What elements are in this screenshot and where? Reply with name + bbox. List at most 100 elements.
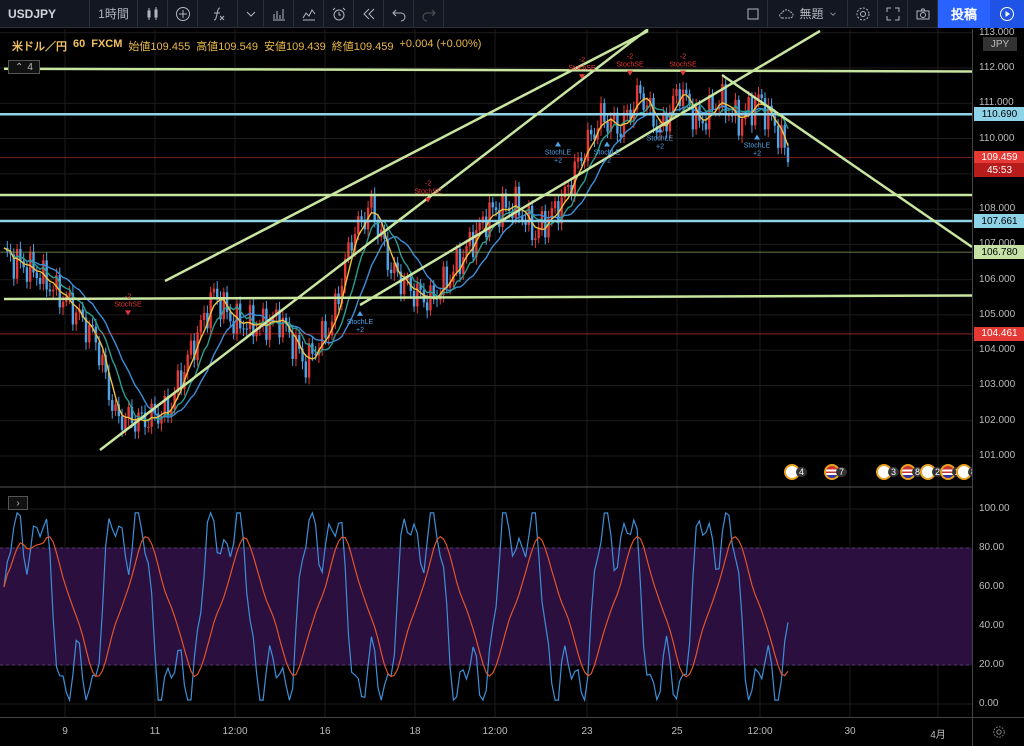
replay-button[interactable] bbox=[354, 0, 384, 28]
candle bbox=[212, 288, 216, 293]
candle bbox=[88, 324, 91, 343]
stoch-se-arrow bbox=[680, 70, 686, 76]
osc-tick: 20.00 bbox=[979, 659, 1005, 670]
chart-canvas[interactable]: StochSE-2StochSE-2StochSE-2StochSE-2Stoc… bbox=[0, 29, 972, 717]
price-tick: 113.000 bbox=[979, 26, 1015, 38]
candle bbox=[609, 119, 613, 132]
play-button[interactable] bbox=[990, 0, 1024, 28]
candle bbox=[448, 282, 452, 288]
undo-button[interactable] bbox=[384, 0, 414, 28]
stoch-se-size: -2 bbox=[680, 54, 686, 61]
candle bbox=[626, 109, 629, 113]
layout-menu-button[interactable]: 無題 bbox=[768, 0, 848, 28]
candle bbox=[478, 223, 481, 231]
currency-tag[interactable]: JPY bbox=[983, 37, 1017, 51]
indicators-button[interactable] bbox=[198, 0, 238, 28]
axis-settings-button[interactable] bbox=[972, 717, 1024, 746]
candle bbox=[209, 292, 212, 329]
stoch-le-arrow bbox=[754, 134, 760, 140]
indicators-collapse-button[interactable]: ⌃ 4 bbox=[8, 60, 40, 74]
layout-name-label: 無題 bbox=[799, 7, 824, 21]
stoch-le-size: +2 bbox=[356, 327, 364, 334]
economic-event-marker[interactable]: 2 bbox=[920, 463, 944, 481]
time-tick: 18 bbox=[409, 726, 421, 737]
plus-circle-icon bbox=[175, 6, 190, 21]
stoch-se-size: -2 bbox=[579, 57, 585, 64]
interval-button[interactable]: 1時間 bbox=[90, 0, 138, 28]
gear-icon bbox=[856, 7, 869, 20]
candle bbox=[55, 275, 58, 290]
templates-button[interactable] bbox=[294, 0, 324, 28]
candle bbox=[616, 112, 619, 134]
candle bbox=[580, 157, 583, 161]
economic-event-marker[interactable]: 3 bbox=[876, 463, 900, 481]
price-label: 45:53 bbox=[974, 163, 1024, 178]
candle bbox=[216, 288, 219, 299]
candle bbox=[324, 321, 327, 338]
candle bbox=[320, 321, 324, 350]
price-label: 110.690 bbox=[974, 107, 1024, 122]
event-count: 4 bbox=[796, 467, 808, 477]
time-axis[interactable]: 9 11 12:00 16 18 12:00 23 25 12:00 30 4月 bbox=[0, 717, 972, 746]
time-tick: 23 bbox=[581, 726, 593, 737]
candle bbox=[639, 85, 642, 94]
alarm-icon bbox=[332, 7, 345, 20]
economic-event-marker[interactable]: 7 bbox=[824, 463, 848, 481]
play-icon bbox=[1000, 6, 1014, 21]
stoch-se-label: StochSE bbox=[114, 301, 142, 308]
symbol-search-button[interactable]: USDJPY bbox=[0, 0, 90, 28]
candle bbox=[255, 328, 258, 337]
stoch-le-label: StochLE bbox=[347, 319, 374, 326]
fullscreen-toggle[interactable] bbox=[738, 0, 768, 28]
support-line-105 bbox=[3, 294, 972, 301]
time-tick: 30 bbox=[844, 726, 856, 737]
candle bbox=[101, 354, 104, 366]
financials-button[interactable] bbox=[264, 0, 294, 28]
chart-pane[interactable]: StochSE -2 StochSE -2 StochSE -2 StochSE -2 Stoc… bbox=[0, 29, 972, 717]
price-tick: 108.000 bbox=[979, 203, 1016, 215]
candle bbox=[140, 412, 143, 414]
candle bbox=[731, 115, 734, 117]
legend-symbol: 米ドル／円 bbox=[12, 41, 67, 53]
candle bbox=[560, 197, 563, 224]
economic-event-marker[interactable]: 8 bbox=[900, 463, 924, 481]
price-axis[interactable]: JPY 113.000 112.000 111.000 110.000 108.000 1… bbox=[972, 26, 1024, 717]
candle bbox=[245, 328, 248, 330]
candle bbox=[373, 194, 376, 222]
stoch-se-label: StochSE bbox=[616, 62, 644, 69]
oscillator-expand-button[interactable]: › bbox=[8, 496, 28, 510]
chevron-down-icon bbox=[829, 12, 836, 16]
ma-mid-line bbox=[3, 102, 789, 422]
price-tick: 106.000 bbox=[979, 273, 1016, 285]
publish-button[interactable]: 投稿 bbox=[938, 0, 990, 28]
price-tick: 105.000 bbox=[979, 308, 1016, 320]
candle bbox=[455, 248, 458, 272]
candle bbox=[97, 342, 101, 366]
price-tick: 103.000 bbox=[979, 379, 1016, 391]
indicators-dropdown[interactable] bbox=[238, 0, 264, 28]
candle bbox=[134, 423, 137, 432]
candle bbox=[340, 285, 344, 305]
compare-button[interactable] bbox=[168, 0, 198, 28]
snapshot-button[interactable] bbox=[908, 0, 938, 28]
candle bbox=[740, 118, 744, 136]
candle bbox=[268, 321, 271, 340]
redo-button[interactable] bbox=[414, 0, 444, 28]
candle bbox=[150, 403, 153, 427]
settings-button[interactable] bbox=[848, 0, 878, 28]
chart-style-button[interactable] bbox=[138, 0, 168, 28]
time-tick: 12:00 bbox=[222, 726, 248, 737]
alert-button[interactable] bbox=[324, 0, 354, 28]
candle bbox=[281, 317, 285, 338]
candle bbox=[81, 309, 84, 318]
stoch-le-size: +2 bbox=[603, 158, 611, 165]
chart-template-icon bbox=[302, 8, 315, 20]
candle bbox=[229, 311, 232, 322]
stoch-se-label: StochSE bbox=[414, 189, 442, 196]
economic-event-marker[interactable]: 4 bbox=[784, 463, 808, 481]
price-label: 104.461 bbox=[974, 326, 1024, 341]
fullscreen-button[interactable] bbox=[878, 0, 908, 28]
time-tick: 25 bbox=[671, 726, 683, 737]
candle bbox=[347, 242, 350, 259]
stoch-le-label: StochLE bbox=[594, 150, 621, 157]
